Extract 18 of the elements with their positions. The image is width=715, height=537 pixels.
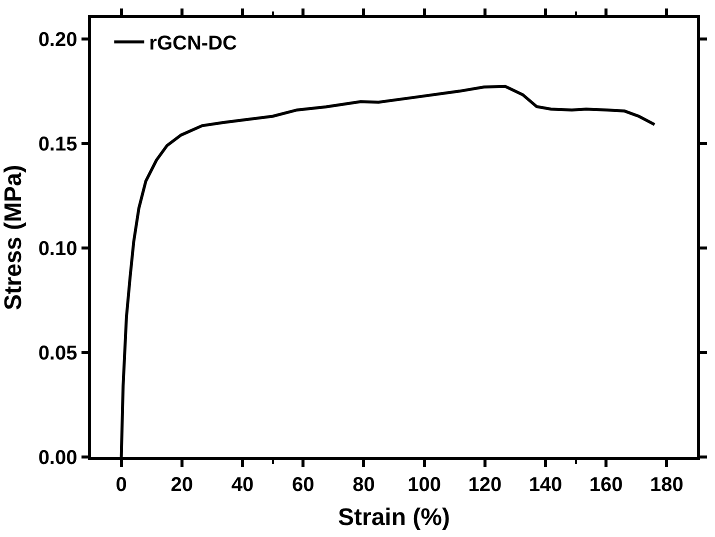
y-tick-label: 0.15	[38, 133, 78, 156]
x-tick-label: 160	[589, 474, 623, 496]
y-tick-label: 0.05	[38, 342, 78, 364]
y-tick-label: 0.20	[38, 28, 78, 51]
x-axis-title: Strain (%)	[338, 504, 450, 532]
y-axis-title: Stress (MPa)	[0, 164, 27, 310]
x-tick-label: 20	[170, 474, 194, 496]
legend-label: rGCN-DC	[149, 32, 237, 55]
x-tick-label: 120	[468, 474, 502, 496]
x-tick-label: 80	[352, 474, 375, 496]
x-tick-label: 60	[292, 474, 314, 496]
x-tick-label: 180	[650, 474, 684, 496]
y-tick-label: 0.00	[38, 447, 78, 469]
x-tick-label: 140	[528, 474, 562, 496]
y-tick-label: 0.10	[38, 238, 78, 260]
x-tick-label: 0	[116, 474, 127, 496]
x-tick-label: 100	[408, 474, 441, 496]
x-tick-label: 40	[231, 474, 254, 496]
